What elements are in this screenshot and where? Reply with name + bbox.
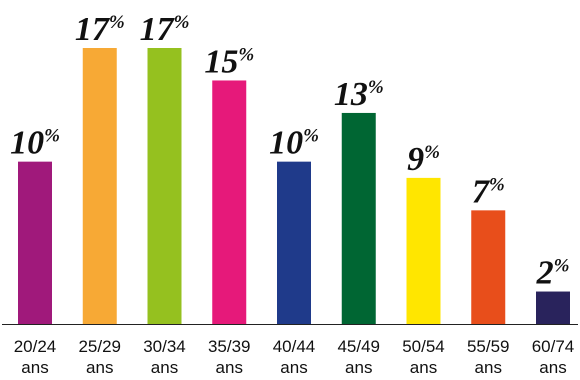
category-label-5: 45/49 ans [337,337,380,377]
bar-5 [341,112,376,324]
category-label-7: 55/59 ans [467,337,510,377]
value-label-0: 10% [10,125,60,162]
value-label-1: 17% [75,11,125,48]
value-label-3: 15% [204,43,254,80]
bar-1 [82,48,117,324]
category-label-1: 25/29 ans [78,337,121,377]
value-label-5: 13% [334,76,384,113]
bar-6 [406,177,441,324]
bar-4 [277,161,311,324]
bar-7 [471,210,506,324]
category-label-6: 50/54 ans [402,337,445,377]
value-label-6: 9% [407,141,440,178]
bar-0 [18,161,52,324]
value-label-2: 17% [140,11,190,48]
category-label-0: 20/24 ans [14,337,57,377]
category-label-2: 30/34 ans [143,337,186,377]
value-label-8: 2% [536,255,570,292]
bar-8 [536,291,570,324]
category-label-8: 60/74 ans [532,337,575,377]
bar-2 [147,48,182,324]
category-label-3: 35/39 ans [208,337,251,377]
bar-3 [212,80,247,325]
category-label-4: 40/44 ans [273,337,316,377]
value-label-7: 7% [472,173,505,210]
value-label-4: 10% [269,125,319,162]
